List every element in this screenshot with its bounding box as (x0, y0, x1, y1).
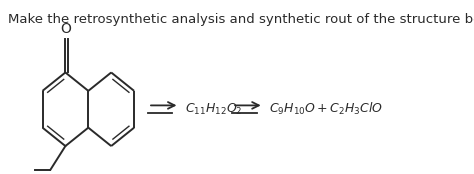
Text: $C_{11}H_{12}O_2$: $C_{11}H_{12}O_2$ (185, 102, 243, 117)
Text: $C_9H_{10}O + C_2H_3ClO$: $C_9H_{10}O + C_2H_3ClO$ (269, 101, 383, 117)
Text: Make the retrosynthetic analysis and synthetic rout of the structure below:: Make the retrosynthetic analysis and syn… (9, 13, 474, 26)
Text: O: O (60, 22, 71, 36)
